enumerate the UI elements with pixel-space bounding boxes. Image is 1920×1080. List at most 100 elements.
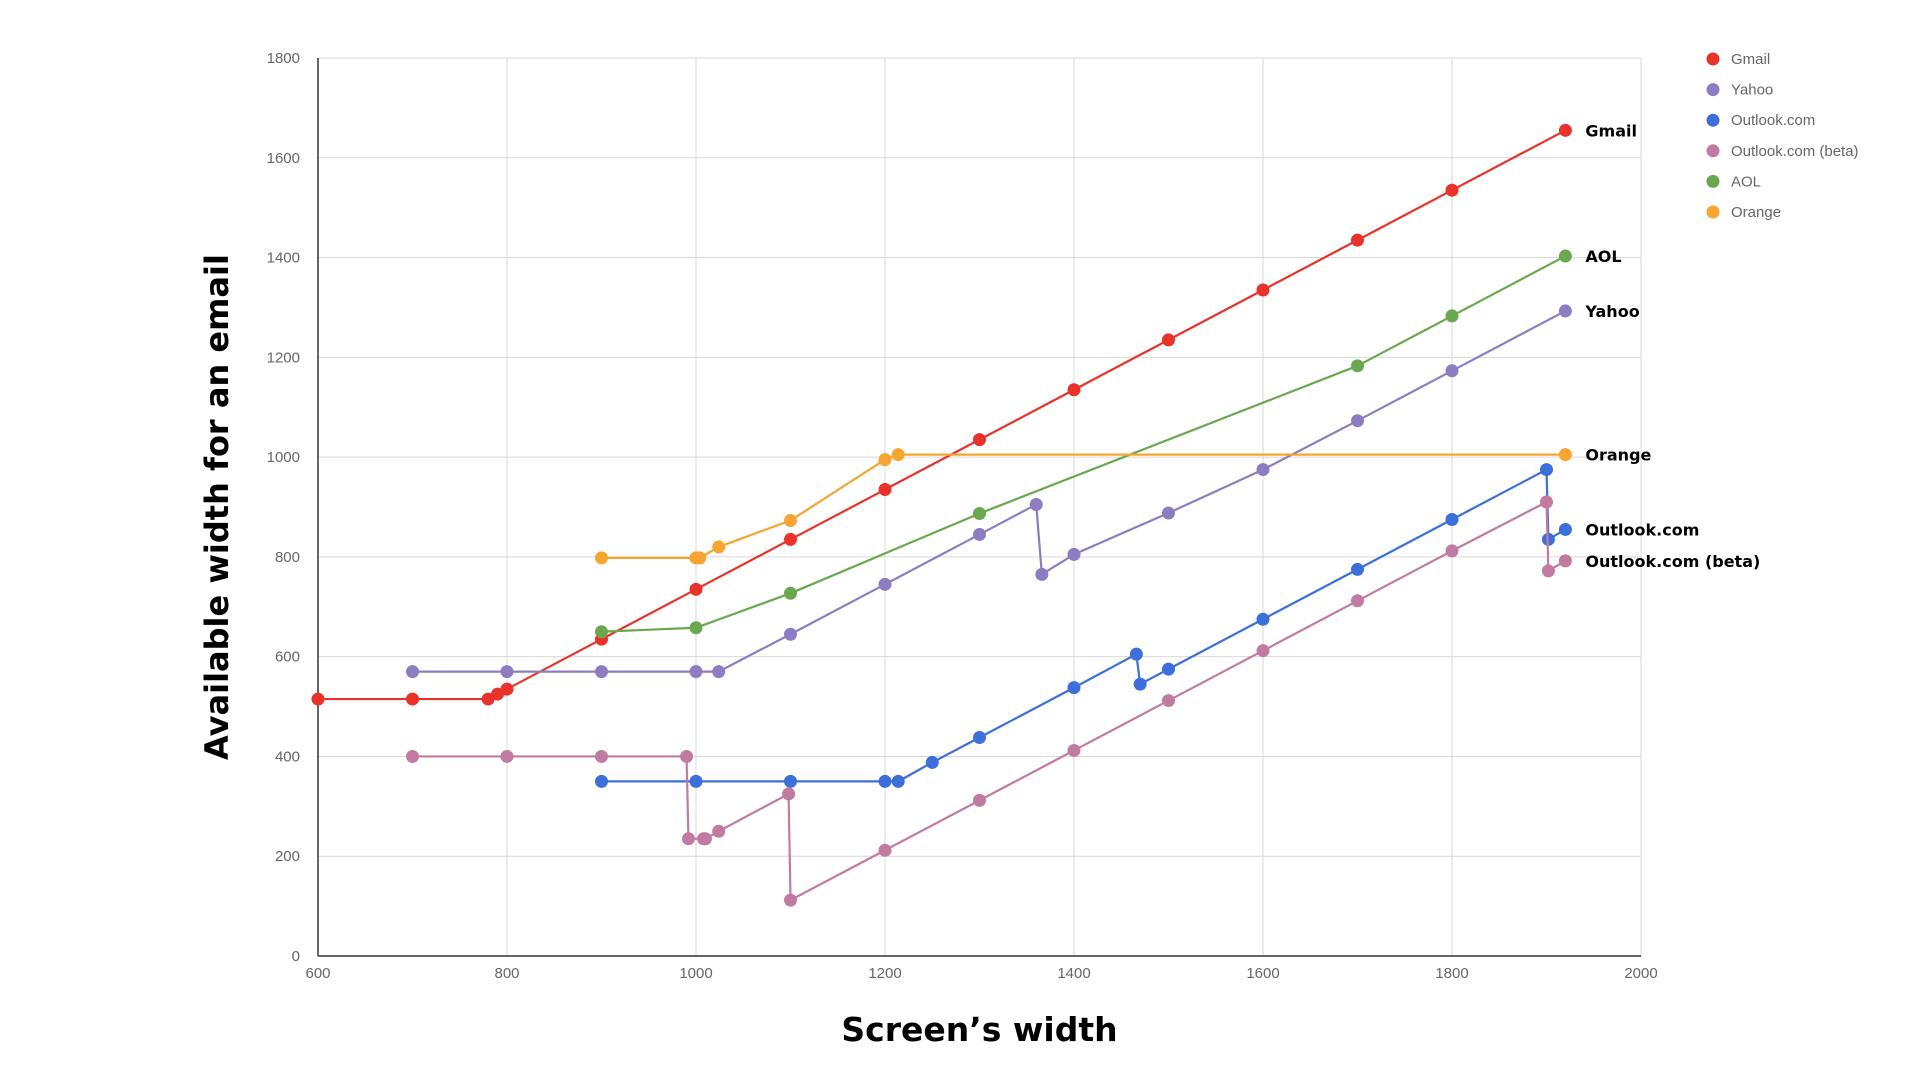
data-point-yahoo xyxy=(973,527,986,541)
data-point-yahoo xyxy=(1067,547,1081,561)
data-point-outlook-com-beta xyxy=(1540,495,1553,509)
legend-item-outlook-com: Outlook.com xyxy=(1706,112,1815,129)
data-point-gmail xyxy=(1558,123,1572,137)
x-tick-label: 1600 xyxy=(1246,965,1279,982)
series-line-yahoo xyxy=(412,309,1566,673)
data-point-gmail xyxy=(784,532,797,546)
legend-label: AOL xyxy=(1731,173,1761,190)
data-point-gmail xyxy=(311,692,325,706)
x-axis-title: Screen’s width xyxy=(841,1010,1117,1049)
legend-marker xyxy=(1706,174,1720,188)
series-gmail xyxy=(311,123,1572,706)
data-point-outlook-com xyxy=(1351,562,1364,576)
data-point-outlook-com-beta xyxy=(1351,594,1364,608)
data-point-yahoo xyxy=(1558,304,1572,318)
data-point-outlook-com-beta xyxy=(1558,554,1572,568)
data-point-aol xyxy=(973,506,986,520)
legend-marker xyxy=(1706,144,1720,158)
data-point-outlook-com xyxy=(891,774,905,788)
series-orange xyxy=(595,448,1572,565)
data-point-aol xyxy=(1351,359,1364,373)
data-point-gmail xyxy=(406,692,419,706)
data-point-orange xyxy=(878,453,892,467)
series-line-outlook-com xyxy=(601,468,1566,783)
series-line-aol xyxy=(601,255,1566,633)
legend-item-gmail: Gmail xyxy=(1706,51,1770,68)
data-point-outlook-com-beta xyxy=(680,749,694,763)
data-point-gmail xyxy=(878,483,892,497)
data-point-outlook-com-beta xyxy=(973,793,986,807)
data-point-aol xyxy=(784,586,797,600)
x-tick-label: 1200 xyxy=(868,965,901,982)
data-point-outlook-com-beta xyxy=(406,749,419,763)
tick-labels: 0 200 400 600 800 1000 1200 1400 1600 1800 600 800 1… xyxy=(267,50,1658,982)
data-point-outlook-com xyxy=(1558,522,1572,536)
data-point-outlook-com-beta xyxy=(698,832,712,846)
data-point-outlook-com-beta xyxy=(712,824,726,838)
data-point-outlook-com xyxy=(595,774,608,788)
data-point-yahoo xyxy=(689,665,703,679)
end-label-aol: AOL xyxy=(1585,247,1621,266)
legend-item-yahoo: Yahoo xyxy=(1706,82,1773,99)
data-point-outlook-com xyxy=(1162,662,1175,676)
legend-marker xyxy=(1706,205,1720,219)
y-tick-label: 1200 xyxy=(267,349,300,366)
data-point-gmail xyxy=(1067,383,1081,397)
data-point-orange xyxy=(891,448,905,462)
data-point-yahoo xyxy=(712,665,726,679)
data-point-aol xyxy=(595,625,608,639)
y-tick-label: 0 xyxy=(292,948,300,965)
data-point-outlook-com-beta xyxy=(681,832,695,846)
series-line-orange xyxy=(601,453,1566,559)
data-point-orange xyxy=(1558,448,1572,462)
data-point-outlook-com-beta xyxy=(1541,564,1555,578)
data-point-yahoo xyxy=(1351,414,1364,428)
data-point-outlook-com xyxy=(689,774,703,788)
x-tick-label: 1000 xyxy=(679,965,712,982)
x-tick-label: 1400 xyxy=(1057,965,1090,982)
series-lines xyxy=(311,123,1572,907)
data-point-outlook-com-beta xyxy=(1445,544,1459,558)
y-tick-label: 200 xyxy=(275,848,300,865)
data-point-yahoo xyxy=(784,627,797,641)
x-tick-label: 600 xyxy=(305,965,330,982)
data-point-outlook-com xyxy=(1067,681,1081,695)
data-point-aol xyxy=(1445,309,1459,323)
data-point-outlook-com xyxy=(925,755,939,769)
data-point-orange xyxy=(712,540,726,554)
data-point-outlook-com xyxy=(784,774,797,788)
end-label-orange: Orange xyxy=(1585,446,1651,465)
data-point-gmail xyxy=(973,433,986,447)
series-yahoo xyxy=(406,304,1572,679)
y-tick-label: 1400 xyxy=(267,250,300,267)
x-tick-label: 1800 xyxy=(1435,965,1468,982)
legend: Gmail Yahoo Outlook.com Outlook.com (beta) A… xyxy=(1706,51,1859,221)
data-point-yahoo xyxy=(595,665,608,679)
series-line-outlook-com-beta xyxy=(412,500,1566,902)
data-point-yahoo xyxy=(878,577,892,591)
data-point-orange xyxy=(595,551,608,565)
series-outlook-com-beta xyxy=(406,495,1572,907)
legend-label: Gmail xyxy=(1731,51,1770,68)
data-point-outlook-com xyxy=(1256,612,1270,626)
data-point-gmail xyxy=(689,582,703,596)
data-point-outlook-com xyxy=(878,774,892,788)
data-point-orange xyxy=(784,513,797,527)
legend-item-outlook-com-beta: Outlook.com (beta) xyxy=(1706,143,1859,160)
data-point-outlook-com-beta xyxy=(784,893,797,907)
grid-lines xyxy=(318,57,1642,956)
axes xyxy=(317,58,1641,957)
legend-marker xyxy=(1706,113,1720,127)
data-point-outlook-com-beta xyxy=(1067,743,1081,757)
data-point-yahoo xyxy=(1445,364,1459,378)
y-tick-label: 1600 xyxy=(267,150,300,167)
data-point-outlook-com-beta xyxy=(500,749,514,763)
data-point-outlook-com-beta xyxy=(1256,644,1270,658)
data-point-gmail xyxy=(1256,283,1270,297)
y-tick-label: 400 xyxy=(275,748,300,765)
data-point-gmail xyxy=(1351,233,1364,247)
end-label-yahoo: Yahoo xyxy=(1584,302,1639,321)
y-tick-label: 800 xyxy=(275,549,300,566)
series-end-labels: Gmail Yahoo Outlook.com Outlook.com (beta) A… xyxy=(1584,121,1760,571)
